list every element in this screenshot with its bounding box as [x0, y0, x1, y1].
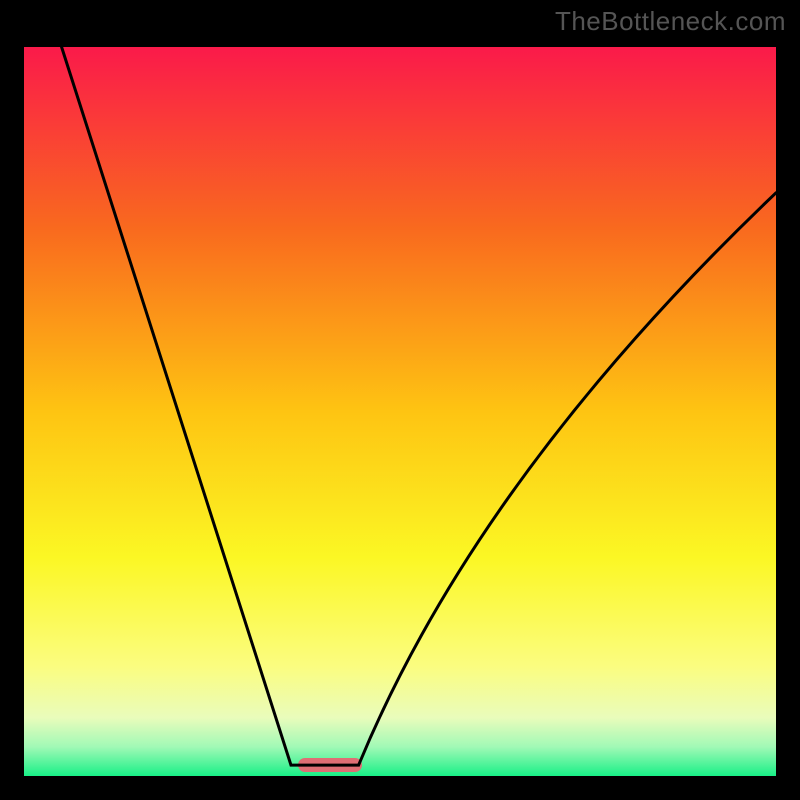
curve-path — [62, 47, 776, 765]
chart-frame: TheBottleneck.com — [0, 0, 800, 800]
bottleneck-curve — [24, 47, 776, 776]
plot-area — [24, 47, 776, 776]
watermark-text: TheBottleneck.com — [555, 6, 786, 37]
